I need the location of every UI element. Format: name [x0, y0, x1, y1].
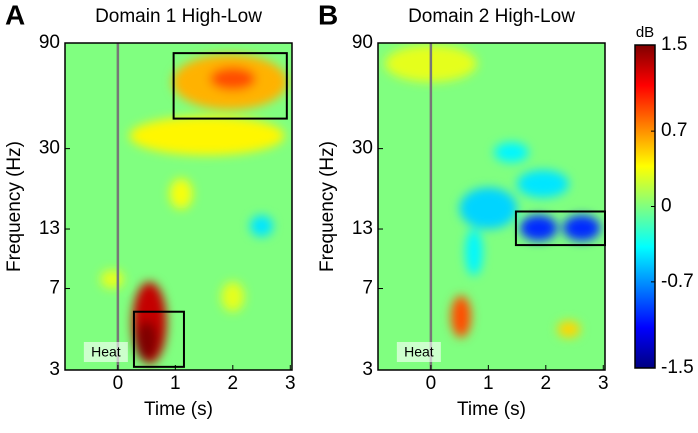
region	[250, 215, 274, 237]
chart-title: Domain 2 High-Low	[408, 6, 575, 27]
colorbar-tick-label: -0.7	[661, 271, 694, 292]
frame	[64, 42, 293, 371]
event-label: Heat	[91, 344, 121, 360]
colorbar-tick-label: 1.5	[661, 34, 687, 55]
region	[209, 67, 256, 91]
y-tick-label: 90	[352, 32, 373, 53]
y-axis-label: Frequency (Hz)	[317, 141, 338, 272]
region	[494, 142, 529, 163]
y-tick-label: 30	[352, 138, 373, 159]
colorbar-label: dB	[636, 24, 654, 41]
region	[459, 187, 518, 230]
panel-label: B	[318, 0, 338, 30]
colorbar-tick-label: -1.5	[661, 357, 694, 378]
x-tick-label: 3	[598, 373, 609, 394]
region	[221, 281, 245, 312]
region	[563, 215, 601, 241]
x-tick-label: 0	[426, 373, 437, 394]
y-tick-label: 30	[39, 138, 60, 159]
x-tick-label: 2	[541, 373, 552, 394]
x-axis-label: Time (s)	[457, 399, 526, 420]
y-tick-label: 7	[49, 278, 60, 299]
region	[450, 295, 472, 338]
x-tick-label: 1	[170, 373, 181, 394]
event-label: Heat	[404, 344, 434, 360]
highlight-box	[172, 52, 288, 120]
x-tick-label: 3	[285, 373, 296, 394]
region	[517, 170, 569, 198]
x-tick-label: 0	[113, 373, 124, 394]
region	[169, 178, 193, 210]
blurred	[100, 54, 288, 364]
colorbar-tick-label: 0.7	[661, 120, 687, 141]
event-label-bg	[83, 342, 128, 362]
blurred	[384, 45, 601, 338]
y-tick-label: 13	[39, 218, 60, 239]
heatmap-layer	[384, 45, 601, 338]
x-tick-label: 1	[483, 373, 494, 394]
panel-label: A	[5, 0, 25, 30]
region	[519, 215, 558, 241]
y-tick-label: 90	[39, 32, 60, 53]
region	[135, 320, 159, 361]
region	[465, 229, 483, 276]
y-axis-label: Frequency (Hz)	[4, 141, 25, 272]
y-tick-label: 3	[362, 359, 373, 380]
region	[129, 116, 285, 156]
colorbar-tick-label: 0	[661, 196, 672, 217]
frame	[377, 42, 606, 371]
highlight-box	[132, 310, 185, 368]
event-label-bg	[396, 342, 441, 362]
y-tick-label: 7	[362, 278, 373, 299]
y-tick-label: 3	[49, 359, 60, 380]
heatmap-layer	[100, 54, 288, 364]
x-axis-label: Time (s)	[144, 399, 213, 420]
region	[557, 320, 581, 338]
y-tick-label: 13	[352, 218, 373, 239]
region	[100, 269, 124, 289]
chart-title: Domain 1 High-Low	[95, 6, 262, 27]
x-tick-label: 2	[228, 373, 239, 394]
